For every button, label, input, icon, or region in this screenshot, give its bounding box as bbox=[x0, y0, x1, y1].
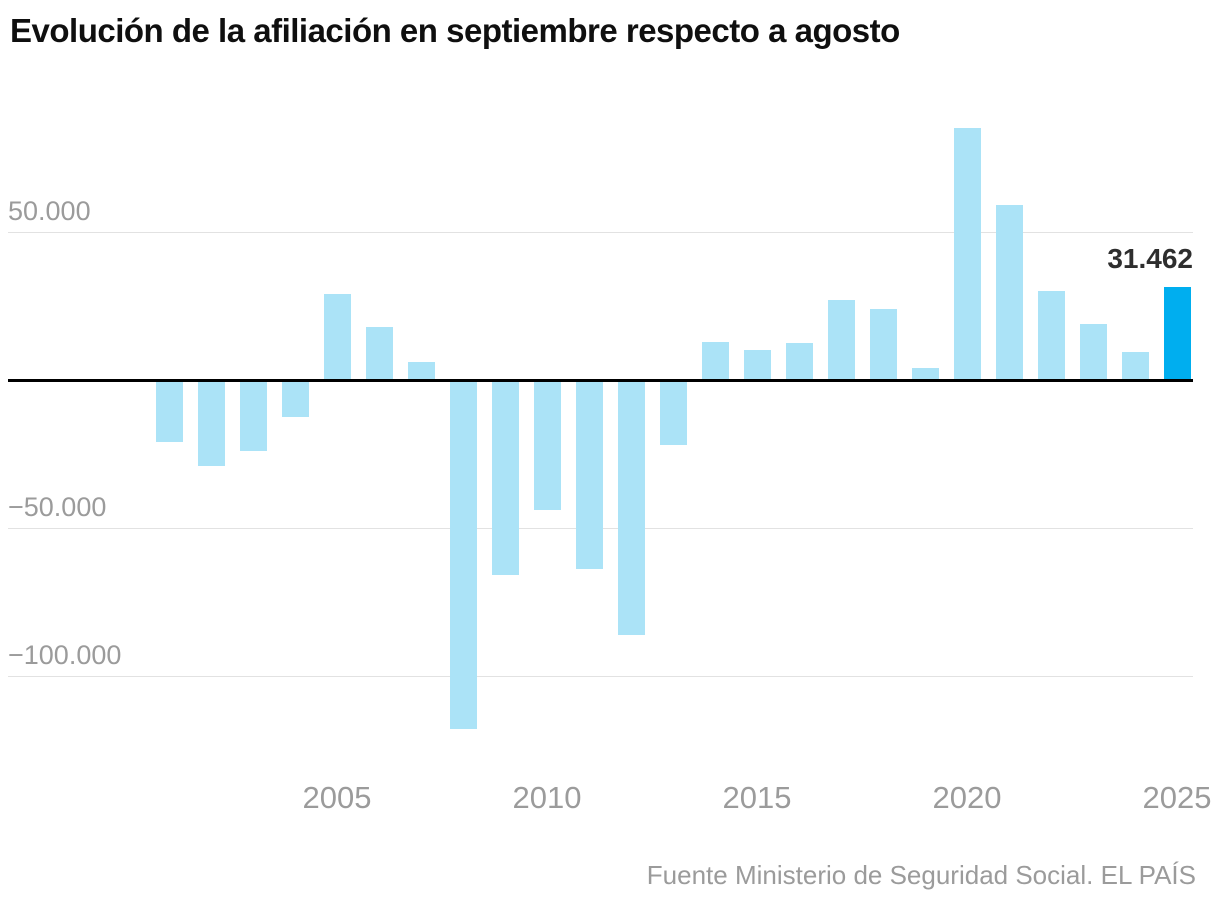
chart-title: Evolución de la afiliación en septiembre… bbox=[10, 12, 900, 49]
bar-2008 bbox=[449, 380, 477, 730]
y-axis-tick-label: 50.000 bbox=[8, 196, 91, 226]
bar-2007 bbox=[407, 362, 435, 380]
y-axis-tick-label: −50.000 bbox=[8, 492, 107, 522]
bar-2005 bbox=[323, 294, 351, 380]
bar-2019 bbox=[911, 368, 939, 380]
bar-2009 bbox=[491, 380, 519, 576]
bar-2025 bbox=[1163, 286, 1191, 380]
bar-2011 bbox=[575, 380, 603, 570]
gridline--100000 bbox=[8, 675, 1193, 677]
x-axis-tick-label: 2010 bbox=[512, 780, 582, 815]
chart-source: Fuente Ministerio de Seguridad Social. E… bbox=[647, 860, 1196, 891]
highlight-value-label: 31.462 bbox=[1107, 242, 1193, 274]
x-axis-tick-label: 2005 bbox=[302, 780, 372, 815]
bar-2001 bbox=[155, 380, 183, 443]
x-axis-tick-label: 2025 bbox=[1142, 780, 1212, 815]
y-axis-tick-label: −100.000 bbox=[8, 640, 122, 670]
gridline-50000 bbox=[8, 231, 1193, 233]
bar-2022 bbox=[1037, 291, 1065, 380]
bar-2016 bbox=[785, 343, 813, 380]
bar-2004 bbox=[281, 380, 309, 417]
brand-text: EL PAÍS bbox=[1100, 860, 1196, 890]
bar-2020 bbox=[953, 128, 981, 380]
source-text: Fuente Ministerio de Seguridad Social bbox=[646, 860, 1087, 890]
x-axis-tick-label: 2015 bbox=[722, 780, 792, 815]
bar-2021 bbox=[995, 205, 1023, 380]
bar-2013 bbox=[659, 380, 687, 446]
zero-axis-line bbox=[8, 378, 1193, 382]
bar-2024 bbox=[1121, 351, 1149, 380]
bar-2023 bbox=[1079, 323, 1107, 380]
x-axis-tick-label: 2020 bbox=[932, 780, 1002, 815]
bar-2006 bbox=[365, 326, 393, 380]
bar-2018 bbox=[869, 308, 897, 380]
bar-2015 bbox=[743, 350, 771, 380]
bar-2003 bbox=[239, 380, 267, 452]
source-separator: . bbox=[1086, 860, 1101, 890]
bar-2012 bbox=[617, 380, 645, 635]
bar-2017 bbox=[827, 300, 855, 380]
bar-2002 bbox=[197, 380, 225, 466]
bar-2010 bbox=[533, 380, 561, 511]
bar-2014 bbox=[701, 341, 729, 380]
